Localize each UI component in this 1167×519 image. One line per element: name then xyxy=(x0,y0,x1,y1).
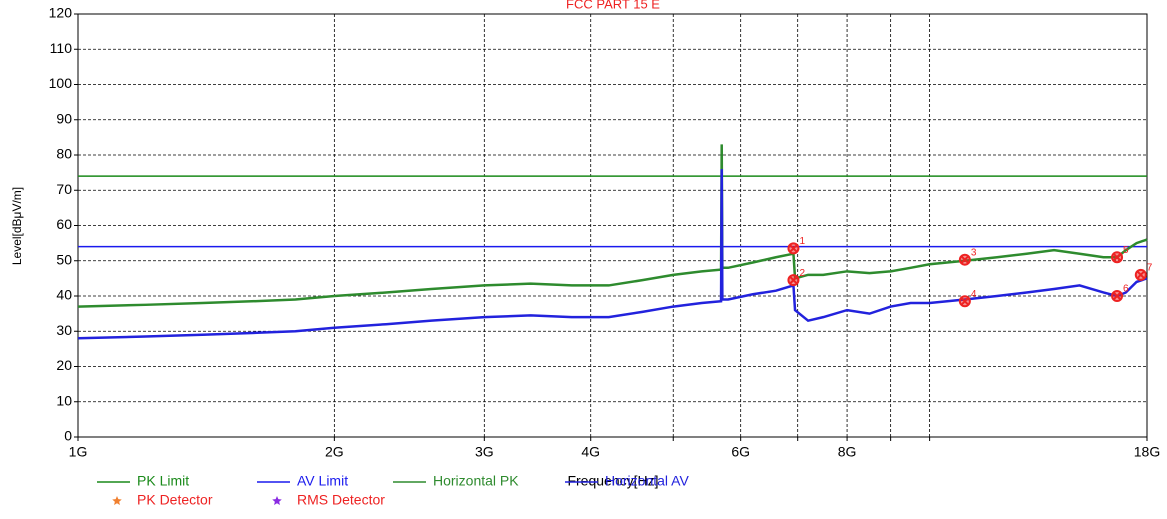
x-tick-label: 2G xyxy=(325,444,344,460)
chart-title: FCC PART 15 E xyxy=(566,0,660,11)
y-tick-label: 120 xyxy=(49,5,73,21)
detector-marker xyxy=(958,295,971,308)
legend-label: Horizontal PK xyxy=(433,473,519,489)
y-tick-label: 80 xyxy=(56,146,72,162)
y-tick-label: 100 xyxy=(49,75,73,91)
marker-label: 4 xyxy=(971,289,977,300)
marker-label: 5 xyxy=(1123,245,1129,256)
x-axis-label: Frequency[Hz] xyxy=(567,473,658,489)
x-tick-label: 6G xyxy=(731,444,750,460)
marker-label: 3 xyxy=(971,247,977,258)
marker-label: 1 xyxy=(799,236,805,247)
legend-label: AV Limit xyxy=(297,473,348,489)
marker-label: 7 xyxy=(1147,262,1153,273)
x-tick-label: 3G xyxy=(475,444,494,460)
y-tick-label: 90 xyxy=(56,110,72,126)
detector-marker xyxy=(1111,251,1124,264)
y-tick-label: 110 xyxy=(50,40,73,56)
y-tick-label: 0 xyxy=(64,428,72,444)
legend-label: PK Detector xyxy=(137,492,213,508)
x-tick-label: 4G xyxy=(581,444,600,460)
y-tick-label: 50 xyxy=(56,251,72,267)
y-axis-label: Level[dBμV/m] xyxy=(10,187,24,265)
detector-marker xyxy=(1134,268,1147,281)
x-tick-label: 18G xyxy=(1134,444,1160,460)
y-tick-label: 60 xyxy=(56,216,72,232)
detector-marker xyxy=(787,242,800,255)
marker-label: 6 xyxy=(1123,284,1129,295)
marker-label: 2 xyxy=(799,268,805,279)
y-tick-label: 10 xyxy=(56,392,72,408)
detector-marker xyxy=(1111,290,1124,302)
legend-star xyxy=(112,496,122,506)
x-tick-label: 1G xyxy=(69,444,88,460)
legend-star xyxy=(272,496,282,506)
series-line xyxy=(77,169,1148,340)
x-tick-label: 8G xyxy=(838,444,857,460)
legend-label: RMS Detector xyxy=(297,492,385,508)
detector-marker xyxy=(787,274,800,287)
y-tick-label: 30 xyxy=(56,322,72,338)
series-line xyxy=(77,144,1148,308)
detector-marker xyxy=(958,253,971,266)
y-tick-label: 40 xyxy=(56,287,72,303)
legend-label: Horizontal AV xyxy=(605,473,689,489)
y-tick-label: 70 xyxy=(56,181,72,197)
y-tick-label: 20 xyxy=(56,357,72,373)
legend-label: PK Limit xyxy=(137,473,189,489)
